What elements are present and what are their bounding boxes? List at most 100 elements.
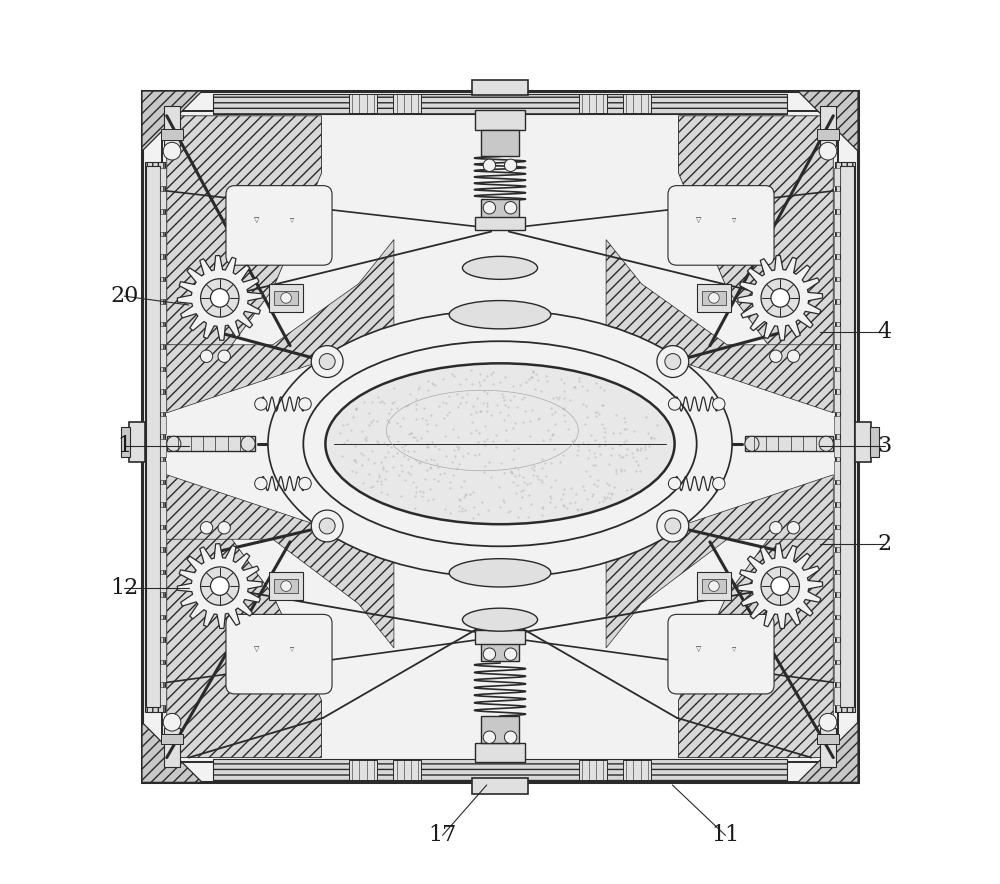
Text: 2: 2 — [877, 533, 892, 554]
Bar — [820, 728, 836, 767]
Circle shape — [483, 648, 496, 660]
Circle shape — [210, 576, 229, 596]
Circle shape — [787, 350, 800, 362]
Bar — [274, 579, 298, 593]
Circle shape — [504, 731, 517, 743]
Bar — [160, 214, 166, 232]
Bar — [579, 760, 607, 780]
Circle shape — [665, 518, 681, 534]
Polygon shape — [167, 240, 394, 413]
Bar — [702, 579, 726, 593]
Polygon shape — [142, 722, 202, 782]
Circle shape — [299, 398, 311, 410]
Polygon shape — [142, 91, 202, 151]
Circle shape — [311, 510, 343, 542]
Text: ▽: ▽ — [732, 647, 736, 652]
Bar — [834, 530, 840, 547]
Polygon shape — [798, 91, 858, 151]
Bar — [834, 507, 840, 524]
Ellipse shape — [303, 341, 697, 546]
Bar — [160, 575, 166, 592]
Circle shape — [218, 350, 230, 362]
Circle shape — [819, 142, 837, 160]
Bar — [160, 597, 166, 614]
Bar — [129, 423, 145, 461]
Text: 20: 20 — [110, 286, 138, 307]
Ellipse shape — [241, 436, 255, 452]
Bar — [160, 281, 166, 299]
Circle shape — [255, 398, 267, 410]
Bar — [160, 371, 166, 389]
Text: ▽: ▽ — [254, 646, 260, 652]
Ellipse shape — [449, 559, 551, 587]
Bar — [481, 642, 519, 661]
Circle shape — [483, 159, 496, 171]
Bar — [834, 597, 840, 614]
Bar — [160, 191, 166, 209]
Bar — [160, 236, 166, 254]
Circle shape — [709, 293, 719, 303]
Bar — [472, 778, 528, 794]
Text: 3: 3 — [877, 436, 892, 457]
Circle shape — [713, 477, 725, 490]
Bar — [840, 166, 854, 707]
Circle shape — [483, 731, 496, 743]
Circle shape — [761, 278, 799, 317]
Polygon shape — [679, 535, 833, 758]
Bar — [274, 291, 298, 305]
Bar — [834, 236, 840, 254]
Bar — [834, 394, 840, 412]
Circle shape — [504, 202, 517, 214]
Ellipse shape — [462, 608, 538, 631]
Circle shape — [770, 522, 782, 534]
Circle shape — [319, 518, 335, 534]
Polygon shape — [177, 255, 262, 340]
Bar — [475, 743, 525, 762]
Bar — [349, 94, 377, 113]
Ellipse shape — [462, 256, 538, 279]
Bar — [834, 642, 840, 659]
Bar — [745, 436, 833, 451]
Circle shape — [311, 346, 343, 377]
Ellipse shape — [325, 363, 675, 524]
Bar — [834, 304, 840, 322]
Bar — [820, 106, 836, 146]
Circle shape — [771, 576, 790, 596]
Polygon shape — [167, 116, 321, 349]
Circle shape — [218, 522, 230, 534]
Polygon shape — [606, 240, 833, 413]
Bar — [160, 349, 166, 367]
Bar — [160, 620, 166, 637]
Bar — [834, 620, 840, 637]
Bar — [834, 281, 840, 299]
Bar — [146, 166, 160, 707]
Circle shape — [771, 288, 790, 308]
Bar — [160, 642, 166, 659]
Circle shape — [255, 477, 267, 490]
Bar — [579, 94, 607, 113]
Text: 4: 4 — [877, 321, 892, 342]
Bar — [160, 530, 166, 547]
Ellipse shape — [167, 436, 181, 452]
Bar — [834, 439, 840, 457]
Bar — [160, 326, 166, 344]
Bar — [623, 760, 651, 780]
FancyBboxPatch shape — [668, 186, 774, 265]
Bar — [834, 687, 840, 705]
Bar — [160, 169, 166, 187]
Circle shape — [201, 567, 239, 606]
FancyBboxPatch shape — [226, 614, 332, 694]
Circle shape — [504, 648, 517, 660]
Bar — [142, 91, 858, 782]
Bar — [834, 484, 840, 502]
Bar — [834, 259, 840, 277]
Bar — [834, 349, 840, 367]
Bar — [162, 111, 838, 762]
Bar — [870, 427, 879, 458]
Circle shape — [163, 142, 181, 160]
Circle shape — [200, 522, 213, 534]
Bar — [160, 439, 166, 457]
Ellipse shape — [268, 310, 732, 577]
Bar — [834, 371, 840, 389]
Circle shape — [504, 159, 517, 171]
